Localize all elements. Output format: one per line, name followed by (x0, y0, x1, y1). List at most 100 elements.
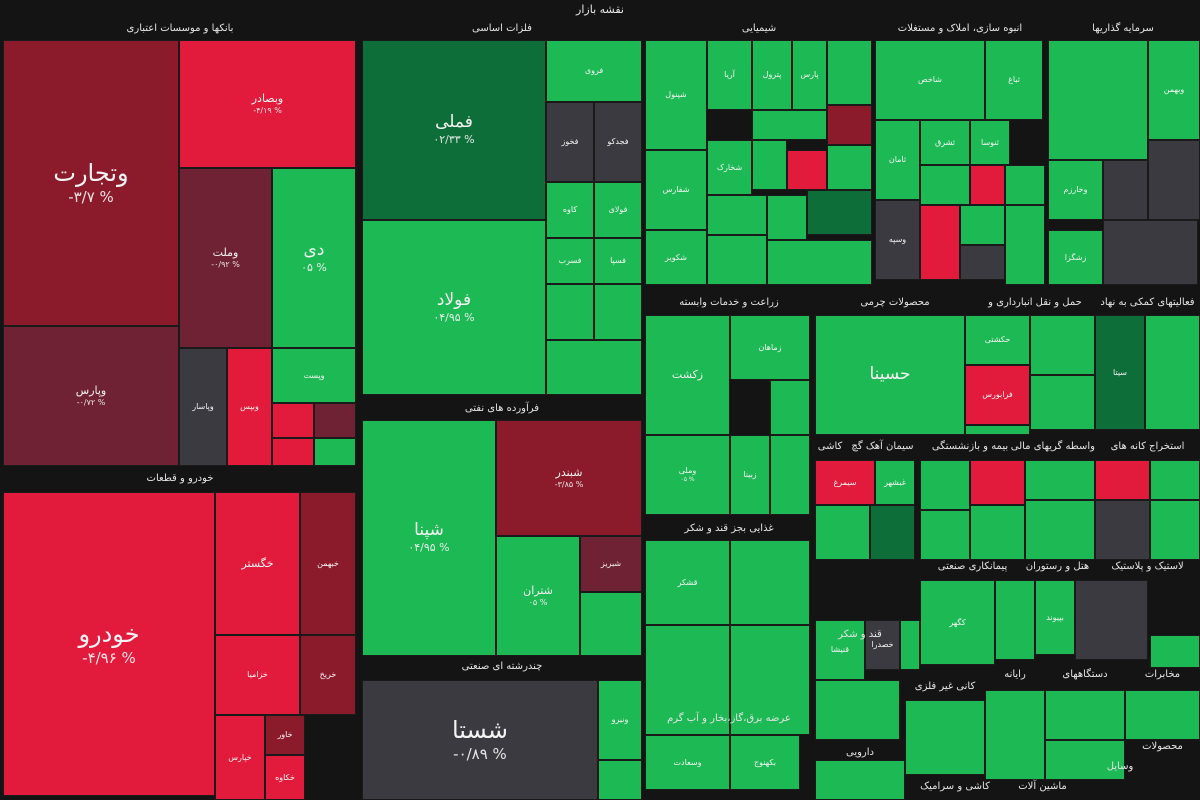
treemap-small-tile[interactable] (1148, 140, 1200, 220)
treemap-small-tile[interactable] (767, 240, 872, 285)
treemap-tile[interactable]: وسعادت (645, 735, 730, 790)
treemap-small-tile[interactable] (1025, 460, 1095, 500)
treemap-small-tile[interactable] (1095, 500, 1150, 560)
treemap-tile[interactable]: شستا -۰/۸۹ % (362, 680, 598, 800)
treemap-small-tile[interactable] (787, 150, 827, 190)
treemap-small-tile[interactable] (707, 195, 767, 235)
treemap-small-tile[interactable] (815, 760, 905, 800)
treemap-small-tile[interactable] (1150, 635, 1200, 668)
treemap-small-tile[interactable] (1095, 460, 1150, 500)
treemap-small-tile[interactable] (1150, 500, 1200, 560)
treemap-small-tile[interactable] (272, 438, 314, 466)
treemap-small-tile[interactable] (314, 403, 356, 438)
treemap-tile[interactable]: ثنوسا (970, 120, 1010, 165)
treemap-tile[interactable]: وپست (272, 348, 356, 403)
treemap-small-tile[interactable] (314, 438, 356, 466)
treemap-small-tile[interactable] (827, 105, 872, 145)
treemap-tile[interactable]: خودرو -۴/۹۶ % (3, 492, 215, 796)
treemap-tile[interactable]: وپارس -۰/۷۲ % (3, 326, 179, 466)
treemap-tile[interactable]: سیمرغ (815, 460, 875, 505)
treemap-tile[interactable]: فولاد ۰۴/۹۵ % (362, 220, 546, 395)
treemap-tile[interactable]: خاور (265, 715, 305, 755)
treemap-tile[interactable]: خریخ (300, 635, 356, 715)
treemap-small-tile[interactable] (1150, 460, 1200, 500)
treemap-tile[interactable]: فولای (594, 182, 642, 238)
treemap-small-tile[interactable] (1025, 500, 1095, 560)
treemap-tile[interactable]: بکهنوج (730, 735, 800, 790)
treemap-tile[interactable]: شبریز (580, 536, 642, 592)
treemap-tile[interactable]: آریا (707, 40, 752, 110)
treemap-tile[interactable]: فروی (546, 40, 642, 102)
treemap-tile[interactable]: زماهان (730, 315, 810, 380)
treemap-tile[interactable]: وخارزم (1048, 160, 1103, 220)
treemap-tile[interactable]: حسینا (815, 315, 965, 435)
treemap-small-tile[interactable] (594, 284, 642, 340)
treemap-small-tile[interactable] (827, 145, 872, 190)
treemap-tile[interactable]: کگهر (920, 580, 995, 665)
treemap-tile[interactable]: شاخص (875, 40, 985, 120)
treemap-tile[interactable]: زکشت (645, 315, 730, 435)
treemap-tile[interactable]: شتران ۰۵ % (496, 536, 580, 656)
treemap-small-tile[interactable] (995, 580, 1035, 660)
treemap-tile[interactable]: کاوه (546, 182, 594, 238)
treemap-small-tile[interactable] (546, 284, 594, 340)
treemap-tile[interactable]: بپیوند (1035, 580, 1075, 655)
treemap-small-tile[interactable] (1045, 690, 1125, 740)
treemap-tile[interactable]: فسرب (546, 238, 594, 284)
treemap-tile[interactable]: فخوز (546, 102, 594, 182)
treemap-tile[interactable]: پترول (752, 40, 792, 110)
treemap-tile[interactable]: حکشتی (965, 315, 1030, 365)
treemap-small-tile[interactable] (920, 165, 970, 205)
treemap-small-tile[interactable] (1145, 315, 1200, 430)
treemap-tile[interactable]: سیتا (1095, 315, 1145, 430)
treemap-tile[interactable]: خصدرا (865, 620, 900, 670)
treemap-tile[interactable]: خپارس (215, 715, 265, 800)
treemap-small-tile[interactable] (1045, 740, 1125, 780)
treemap-small-tile[interactable] (598, 760, 642, 800)
treemap-small-tile[interactable] (707, 235, 767, 285)
treemap-tile[interactable]: وبهمن (1148, 40, 1200, 140)
treemap-small-tile[interactable] (815, 505, 870, 560)
treemap-small-tile[interactable] (827, 40, 872, 105)
treemap-small-tile[interactable] (985, 690, 1045, 780)
treemap-small-tile[interactable] (752, 140, 787, 190)
treemap-small-tile[interactable] (1030, 315, 1095, 375)
treemap-small-tile[interactable] (580, 592, 642, 656)
treemap-tile[interactable]: زبینا (730, 435, 770, 515)
treemap-small-tile[interactable] (645, 625, 730, 735)
treemap-tile[interactable]: وبپس (227, 348, 272, 466)
treemap-small-tile[interactable] (920, 510, 970, 560)
treemap-small-tile[interactable] (1005, 205, 1045, 285)
treemap-small-tile[interactable] (770, 435, 810, 515)
treemap-tile[interactable]: قنیشا (815, 620, 865, 680)
treemap-tile[interactable]: فرابورس (965, 365, 1030, 425)
treemap-tile[interactable]: شپنول (645, 40, 707, 150)
treemap-tile[interactable]: وسپه (875, 200, 920, 280)
treemap-small-tile[interactable] (752, 110, 827, 140)
treemap-small-tile[interactable] (807, 190, 872, 235)
treemap-tile[interactable]: وملی ۰۵ % (645, 435, 730, 515)
treemap-tile[interactable]: ثشرق (920, 120, 970, 165)
treemap-tile[interactable]: شپنا ۰۴/۹۵ % (362, 420, 496, 656)
treemap-small-tile[interactable] (960, 245, 1005, 280)
treemap-tile[interactable]: قشکر (645, 540, 730, 625)
treemap-small-tile[interactable] (1103, 160, 1148, 220)
treemap-tile[interactable]: فجدکو (594, 102, 642, 182)
treemap-tile[interactable]: شکویر (645, 230, 707, 285)
treemap-small-tile[interactable] (1103, 220, 1198, 285)
treemap-small-tile[interactable] (970, 505, 1025, 560)
treemap-tile[interactable]: فملی ۰۲/۳۳ % (362, 40, 546, 220)
treemap-tile[interactable]: خزامیا (215, 635, 300, 715)
treemap-small-tile[interactable] (960, 205, 1005, 245)
treemap-small-tile[interactable] (730, 625, 810, 735)
treemap-tile[interactable]: ثباغ (985, 40, 1043, 120)
treemap-tile[interactable]: وملت -۰/۹۲ % (179, 168, 272, 348)
treemap-tile[interactable]: فسپا (594, 238, 642, 284)
treemap-small-tile[interactable] (1125, 690, 1200, 740)
treemap-tile[interactable]: ثامان (875, 120, 920, 200)
treemap-tile[interactable]: خگستر (215, 492, 300, 635)
treemap-small-tile[interactable] (920, 205, 960, 280)
treemap-small-tile[interactable] (770, 380, 810, 435)
treemap-small-tile[interactable] (965, 425, 1030, 435)
treemap-tile[interactable]: زشگزا (1048, 230, 1103, 285)
